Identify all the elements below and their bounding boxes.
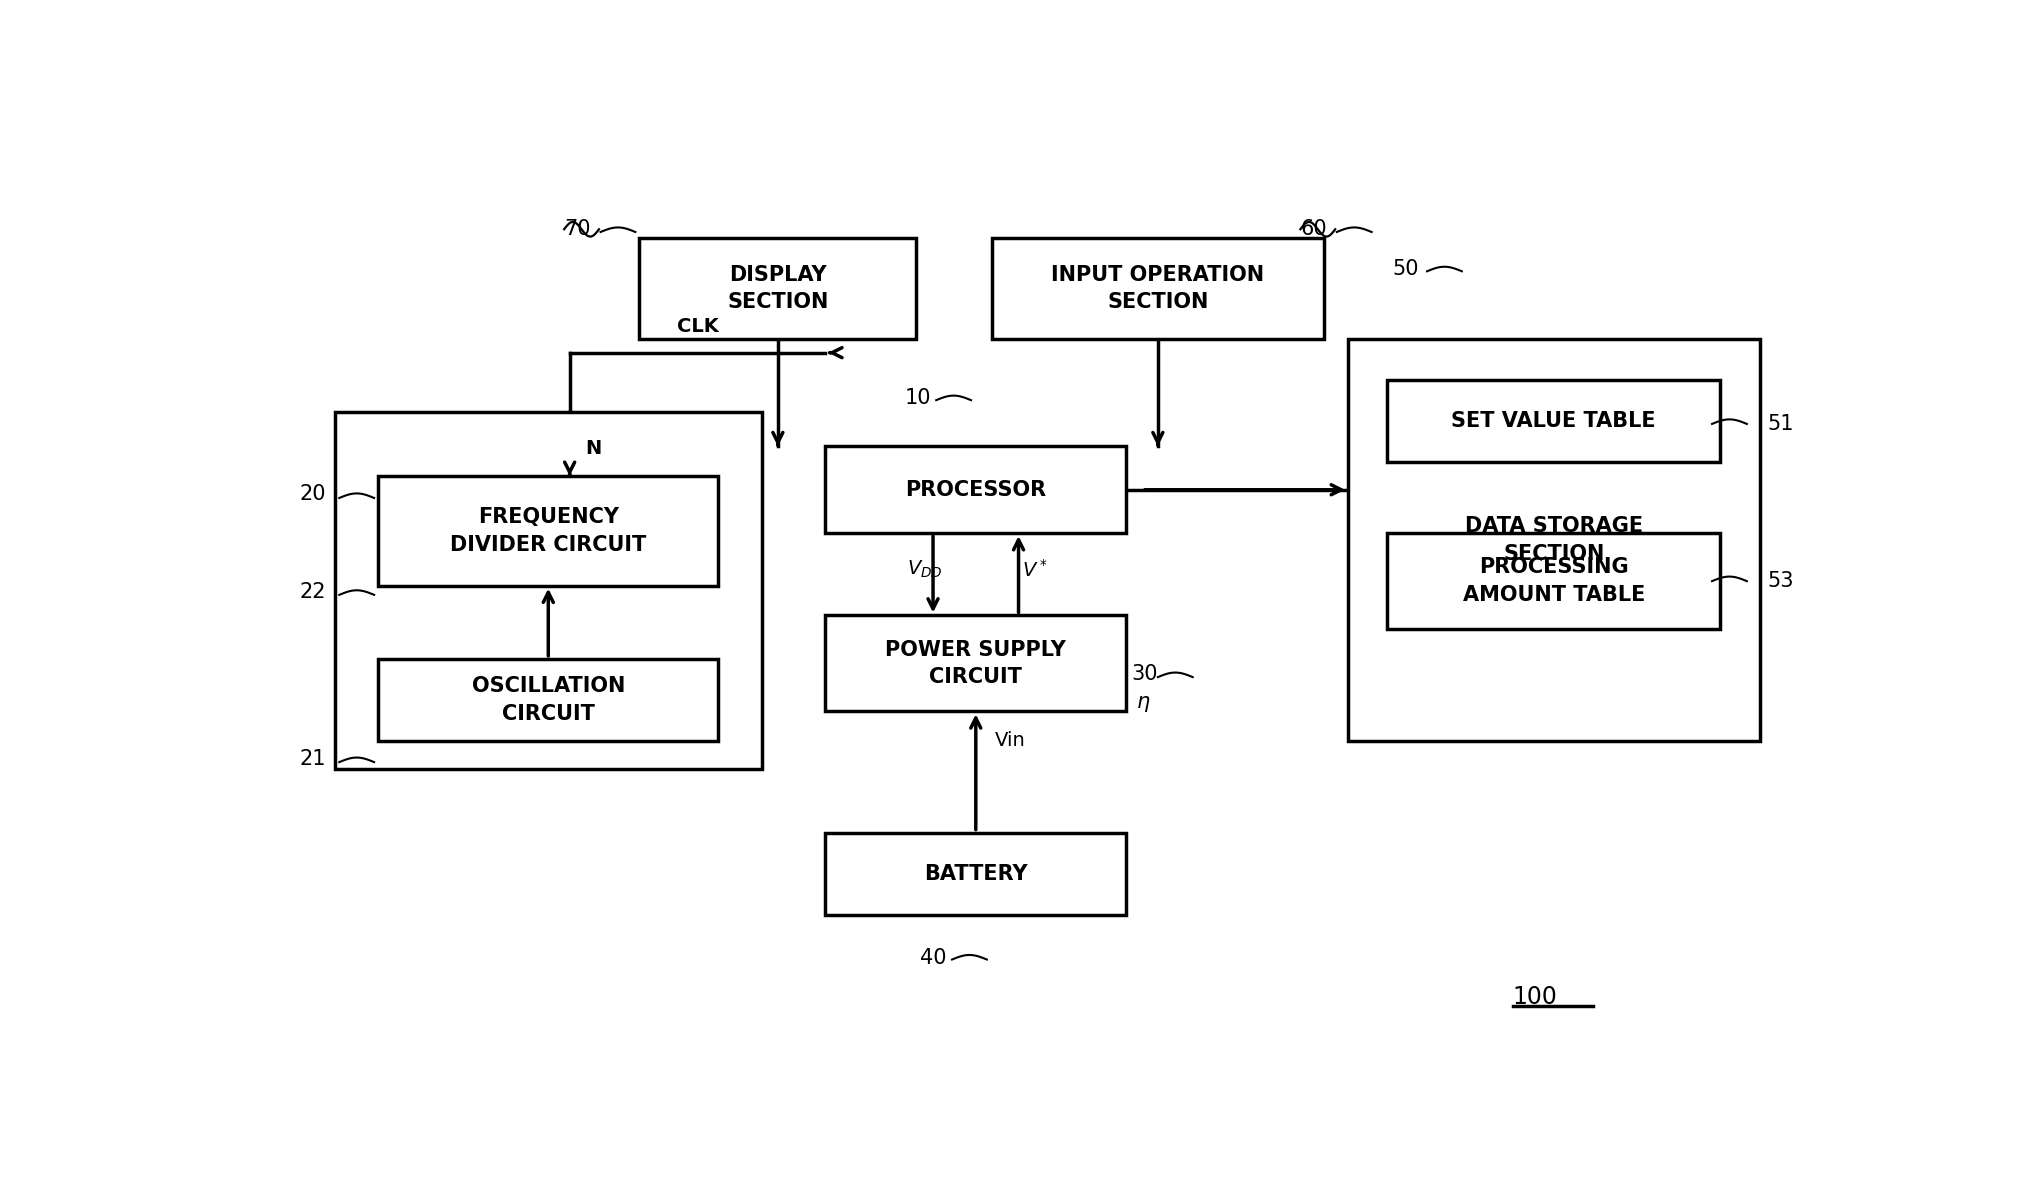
Bar <box>825 615 1126 711</box>
Text: SECTION: SECTION <box>1107 292 1209 312</box>
Text: BATTERY: BATTERY <box>923 864 1028 883</box>
Text: $V_{DD}$: $V_{DD}$ <box>907 559 944 580</box>
Text: 53: 53 <box>1767 571 1794 591</box>
Text: SECTION: SECTION <box>1504 544 1604 564</box>
Text: PROCESSING: PROCESSING <box>1479 558 1628 577</box>
Text: 30: 30 <box>1132 665 1158 685</box>
Text: CLK: CLK <box>676 317 719 336</box>
Text: Vin: Vin <box>995 731 1026 750</box>
Text: DISPLAY: DISPLAY <box>729 265 827 285</box>
Text: 40: 40 <box>919 947 946 967</box>
Text: 70: 70 <box>564 220 590 240</box>
Bar <box>1387 380 1720 463</box>
Text: 50: 50 <box>1391 259 1418 279</box>
Text: DIVIDER CIRCUIT: DIVIDER CIRCUIT <box>449 534 646 554</box>
Text: CIRCUIT: CIRCUIT <box>930 667 1022 687</box>
Text: DATA STORAGE: DATA STORAGE <box>1465 516 1643 537</box>
Text: PROCESSOR: PROCESSOR <box>905 480 1046 500</box>
Text: 21: 21 <box>300 749 327 769</box>
Text: AMOUNT TABLE: AMOUNT TABLE <box>1463 585 1645 605</box>
Text: 51: 51 <box>1767 414 1794 434</box>
Text: INPUT OPERATION: INPUT OPERATION <box>1052 265 1265 285</box>
Bar <box>378 659 719 741</box>
Text: SECTION: SECTION <box>727 292 829 312</box>
Text: OSCILLATION: OSCILLATION <box>472 677 625 697</box>
Bar <box>1348 339 1759 741</box>
Bar <box>1387 533 1720 629</box>
Text: 100: 100 <box>1512 985 1557 1009</box>
Bar <box>825 446 1126 533</box>
Text: $\eta$: $\eta$ <box>1136 694 1150 715</box>
Text: SET VALUE TABLE: SET VALUE TABLE <box>1451 411 1657 431</box>
Bar <box>825 832 1126 915</box>
Text: 60: 60 <box>1301 220 1328 240</box>
Text: CIRCUIT: CIRCUIT <box>503 704 595 724</box>
Text: $V^*$: $V^*$ <box>1022 559 1048 580</box>
Bar <box>639 239 917 339</box>
Text: POWER SUPPLY: POWER SUPPLY <box>885 640 1066 660</box>
Bar <box>378 476 719 585</box>
Bar <box>335 412 762 768</box>
Text: 20: 20 <box>300 484 327 504</box>
Text: N: N <box>586 439 603 458</box>
Text: 22: 22 <box>300 582 327 602</box>
Text: FREQUENCY: FREQUENCY <box>478 507 619 527</box>
Bar <box>991 239 1324 339</box>
Text: 10: 10 <box>905 388 932 408</box>
